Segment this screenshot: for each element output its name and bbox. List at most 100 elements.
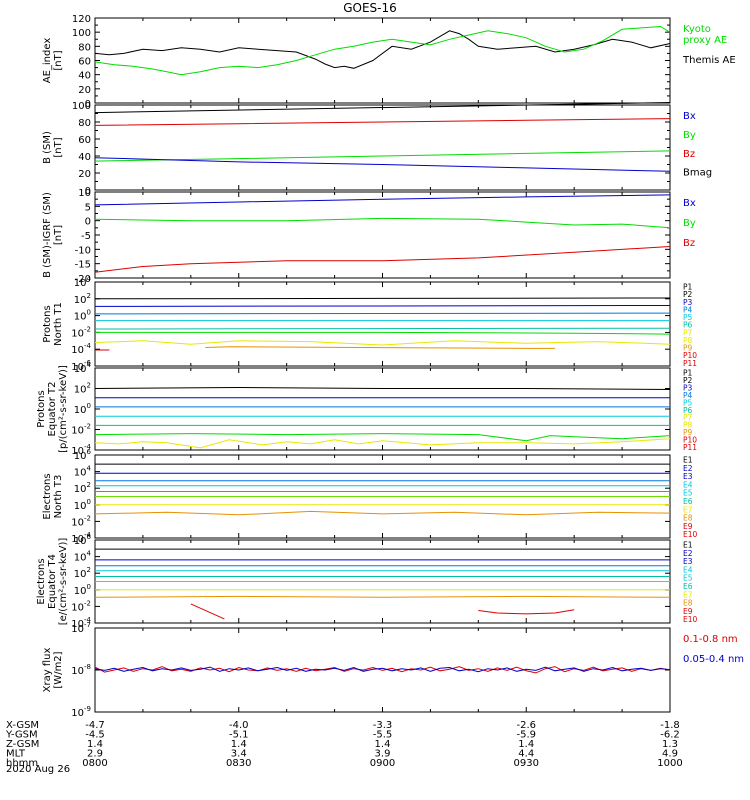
y-axis-label: Equator T4	[47, 554, 58, 609]
y-axis-label: [nT]	[53, 225, 64, 245]
y-axis-label: [nT]	[53, 137, 64, 157]
y-axis-label: North T3	[53, 475, 64, 519]
series-line-p8	[205, 346, 555, 349]
y-tick-label: 5	[85, 202, 91, 213]
legend-entry: P6	[683, 321, 693, 330]
x-axis-value: -4.7	[85, 720, 105, 731]
x-axis-row-label: MLT	[6, 749, 26, 760]
legend-entry: proxy AE	[683, 35, 727, 46]
legend-entry: P10	[683, 436, 697, 445]
x-axis-value: 1.4	[87, 739, 103, 750]
legend-entry: E4	[683, 565, 693, 574]
y-axis-label: [nT]	[53, 50, 64, 70]
legend-entry: P8	[683, 421, 693, 430]
legend-entry: E10	[683, 530, 698, 539]
legend-entry: P2	[683, 290, 693, 299]
x-axis-row-label: Z-GSM	[6, 739, 39, 750]
legend-entry: P7	[683, 413, 693, 422]
legend-entry: P9	[683, 428, 693, 437]
y-tick-label: 10-2	[71, 514, 91, 528]
y-tick-label: 40	[78, 152, 91, 163]
y-axis-label: Electrons	[42, 473, 53, 519]
y-tick-label: 10-9	[71, 705, 91, 719]
legend-entry: E10	[683, 615, 698, 624]
panel-frame	[94, 191, 671, 279]
x-axis-value: 1.4	[518, 739, 534, 750]
y-tick-label: 20	[78, 85, 91, 96]
x-axis-value: 1000	[657, 758, 682, 769]
series-line-e8	[94, 595, 671, 598]
series-line-e9	[190, 603, 225, 620]
legend-entry: E7	[683, 590, 693, 599]
legend-entry: E6	[683, 497, 693, 506]
y-tick-label: -10	[75, 245, 91, 256]
y-tick-label: 10-7	[71, 621, 91, 635]
x-axis-row-label: X-GSM	[6, 720, 39, 731]
y-tick-label: 106	[74, 533, 92, 547]
y-tick-label: 10-2	[71, 599, 91, 613]
y-tick-label: 0	[85, 217, 91, 228]
x-axis-value: 1.4	[231, 739, 247, 750]
x-axis-value: 0830	[226, 758, 251, 769]
legend-entry: Bmag	[683, 168, 712, 179]
x-axis-value: -6.2	[660, 730, 680, 741]
y-tick-label: -15	[75, 260, 91, 271]
series-line-0-05-0-4-nm	[94, 666, 671, 673]
y-tick-label: 102	[74, 382, 91, 396]
series-line-bz	[94, 246, 671, 273]
legend-entry: P9	[683, 344, 693, 353]
y-axis-label: Protons	[42, 305, 53, 342]
x-axis-value: 0800	[82, 758, 107, 769]
series-line-by	[94, 150, 671, 162]
y-tick-label: 102	[74, 292, 91, 306]
y-tick-label: 20	[78, 169, 91, 180]
series-line-p2	[94, 305, 671, 307]
legend-entry: E8	[683, 514, 693, 523]
x-axis-value: 3.4	[231, 749, 247, 760]
legend-entry: P6	[683, 406, 693, 415]
legend-entry: P11	[683, 359, 697, 368]
legend-entry: E5	[683, 574, 693, 583]
legend-entry: By	[683, 130, 696, 141]
y-axis-label: Electrons	[36, 558, 47, 604]
legend-entry: E9	[683, 522, 693, 531]
y-tick-label: 104	[74, 275, 92, 289]
legend-entry: P3	[683, 383, 693, 392]
y-tick-label: 10-2	[71, 423, 91, 437]
y-tick-label: 102	[74, 481, 91, 495]
y-tick-label: 120	[72, 14, 91, 25]
legend-entry: E8	[683, 599, 693, 608]
series-line-bx	[94, 157, 671, 172]
legend-entry: 0.05-0.4 nm	[683, 654, 744, 665]
y-tick-label: 106	[74, 448, 92, 462]
y-tick-label: 10-4	[71, 342, 91, 356]
y-tick-label: 60	[78, 57, 91, 68]
legend-entry: Bz	[683, 238, 695, 249]
series-line-0-1-0-8-nm	[94, 666, 671, 674]
panel-frame	[94, 281, 671, 367]
series-line-p6	[94, 433, 671, 442]
y-tick-label: 60	[78, 135, 91, 146]
legend-entry: E9	[683, 607, 693, 616]
x-axis-value: 1.3	[662, 739, 678, 750]
y-axis-label: Xray flux	[42, 648, 53, 693]
x-axis-ephemeris-table: X-GSM -4.7 -4.0 -3.3 -2.6 -1.8 Y-GSM -4.5 -5.1 -5…	[5, 720, 683, 769]
series-line-p7	[94, 340, 671, 346]
x-axis-value: -4.0	[229, 720, 249, 731]
y-tick-label: 80	[78, 118, 91, 129]
y-axis-label: B (SM)	[42, 131, 53, 164]
y-tick-label: 104	[74, 361, 92, 375]
y-tick-label: 104	[74, 550, 92, 564]
legend-entry: P2	[683, 376, 693, 385]
legend-entry: P8	[683, 336, 693, 345]
legend-entry: P1	[683, 283, 693, 292]
x-axis-value: -4.5	[85, 730, 105, 741]
series-line-by	[94, 217, 671, 229]
x-axis-value: 4.4	[518, 749, 534, 760]
legend-entry: P1	[683, 369, 693, 378]
series-line-bz	[94, 118, 671, 126]
legend-entry: Bx	[683, 198, 696, 209]
